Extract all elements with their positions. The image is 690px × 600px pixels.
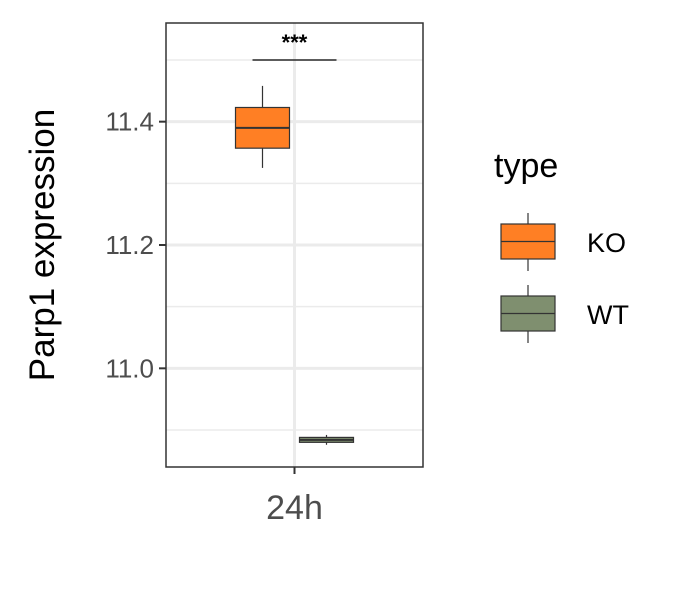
legend-key-wt: WT [500,285,629,343]
significance-annotation: *** [252,30,337,61]
box-ko [234,85,291,168]
box-wt [298,434,355,445]
legend-label-ko: KO [587,228,626,258]
y-tick-label: 11.2 [105,230,154,260]
x-axis: 24h [266,467,323,527]
significance-label: *** [282,30,308,55]
x-tick-label: 24h [266,489,323,527]
legend-label-wt: WT [587,300,629,330]
legend: type KO WT [494,147,629,343]
y-axis-title: Parp1 expression [23,109,62,381]
boxes [234,85,355,445]
y-axis: 11.0 11.2 11.4 [105,107,166,383]
grid-lines [166,23,423,467]
y-tick-label: 11.4 [105,107,154,137]
legend-title: type [494,147,558,185]
legend-key-ko: KO [500,213,626,271]
y-tick-label: 11.0 [105,353,154,383]
